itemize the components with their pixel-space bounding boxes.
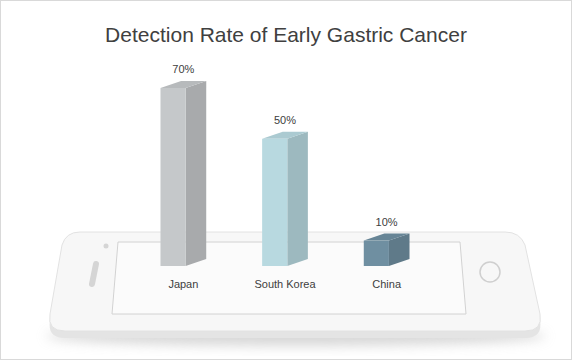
bar-3d — [364, 234, 410, 266]
bar-top — [160, 81, 206, 88]
bar-3d — [262, 132, 308, 266]
chart-title: Detection Rate of Early Gastric Cancer — [105, 23, 467, 46]
x-tick-label: Japan — [168, 278, 198, 290]
data-labels: 70% 50% 10% — [172, 63, 398, 228]
x-tick-label: China — [372, 278, 402, 290]
bar — [160, 88, 185, 266]
data-label: 10% — [376, 216, 398, 228]
chart-frame — [1, 1, 572, 360]
x-tick-label: South Korea — [254, 278, 316, 290]
bar — [262, 139, 287, 266]
bar-top — [364, 234, 410, 241]
phone-home-button — [480, 262, 500, 282]
x-tick: Japan — [168, 276, 198, 290]
data-label: 70% — [172, 63, 194, 75]
bar-side — [287, 132, 308, 266]
phone-speaker — [92, 264, 96, 284]
x-tick: South Korea — [254, 276, 316, 290]
bar — [364, 241, 389, 266]
bar-3d — [160, 81, 206, 266]
bar-side — [186, 81, 207, 266]
phone-camera — [104, 244, 109, 249]
chart: Detection Rate of Early Gastric Cancer 70… — [0, 0, 572, 360]
bars — [160, 81, 409, 266]
data-label: 50% — [274, 114, 296, 126]
x-tick: China — [372, 276, 402, 290]
x-axis: Japan South Korea China — [131, 276, 441, 290]
bar-top — [262, 132, 308, 139]
